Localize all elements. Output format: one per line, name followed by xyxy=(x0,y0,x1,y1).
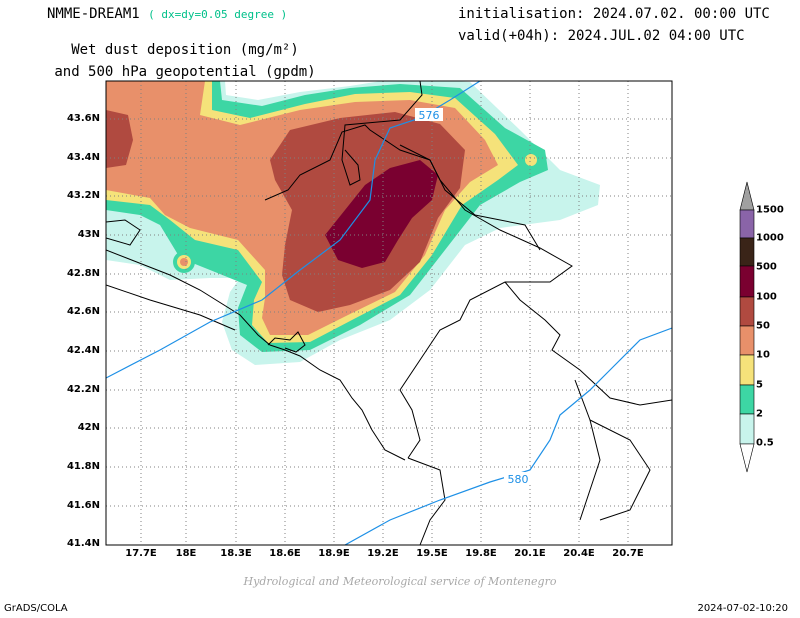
legend-cap-top xyxy=(739,181,755,211)
lat-label: 42.6N xyxy=(66,306,100,317)
lat-label: 43.4N xyxy=(66,152,100,163)
legend-colorbar xyxy=(739,181,755,473)
border-north xyxy=(341,81,423,186)
legend-label: 1500 xyxy=(756,204,784,216)
legend-label: 5 xyxy=(756,379,763,391)
variable-title: Wet dust deposition (mg/m²) xyxy=(71,42,299,58)
init-time: initialisation: 2024.07.02. 00:00 UTC xyxy=(458,6,770,22)
legend-label: 10 xyxy=(756,349,770,361)
deposition-band-50-west xyxy=(106,110,133,168)
legend-swatch-10 xyxy=(739,325,755,356)
contour-labels: 576 580 xyxy=(415,108,532,486)
coast-adriatic xyxy=(106,249,406,461)
legend-label: 500 xyxy=(756,261,777,273)
contour-label-576: 576 xyxy=(419,109,440,122)
lat-label: 41.4N xyxy=(66,538,100,549)
lon-label: 20.1E xyxy=(514,548,546,559)
lon-label: 18E xyxy=(175,548,197,559)
legend-swatch-500 xyxy=(739,237,755,267)
lat-label: 42.2N xyxy=(66,384,100,395)
deposition-band-100 xyxy=(325,160,438,268)
lon-label: 18.3E xyxy=(220,548,252,559)
lon-label: 19.2E xyxy=(367,548,399,559)
credit-text: Hydrological and Meteorological service … xyxy=(243,575,557,588)
borders xyxy=(106,81,672,545)
footer-timestamp: 2024-07-02-10:20 xyxy=(697,603,788,614)
model-name: NMME-DREAM1 xyxy=(47,6,140,22)
resolution-note: ( dx=dy=0.05 degree ) xyxy=(148,8,288,21)
legend-swatch-50 xyxy=(739,296,755,327)
contour-580 xyxy=(344,327,672,545)
lat-label: 42.4N xyxy=(66,345,100,356)
coast-kotor xyxy=(267,331,306,353)
valid-time: valid(+04h): 2024.JUL.02 04:00 UTC xyxy=(458,28,745,44)
legend-swatch-0-5 xyxy=(739,413,755,445)
lat-label: 43N xyxy=(77,229,100,240)
contour-label-580: 580 xyxy=(508,473,529,486)
legend-label: 2 xyxy=(756,408,763,420)
lon-label: 20.4E xyxy=(563,548,595,559)
border-macedonia xyxy=(589,419,651,521)
footer-software: GrADS/COLA xyxy=(4,603,68,614)
lat-label: 41.6N xyxy=(66,500,100,511)
legend-label: 1000 xyxy=(756,232,784,244)
model-title: NMME-DREAM1 ( dx=dy=0.05 degree ) xyxy=(47,6,287,22)
legend-swatch-100 xyxy=(739,265,755,298)
legend-cap-bottom xyxy=(739,443,755,473)
lat-label: 43.6N xyxy=(66,113,100,124)
border-albania-kosovo xyxy=(504,281,672,406)
legend-label: 0.5 xyxy=(756,437,774,449)
plot-frame xyxy=(105,80,673,546)
lat-label: 41.8N xyxy=(66,461,100,472)
border-kosovo-serbia xyxy=(574,379,601,521)
legend-label: 100 xyxy=(756,291,777,303)
legend-label: 50 xyxy=(756,320,770,332)
lon-label: 18.6E xyxy=(269,548,301,559)
lon-label: 19.8E xyxy=(465,548,497,559)
border-albania-south xyxy=(407,457,446,545)
lon-label: 17.7E xyxy=(125,548,157,559)
lon-label: 18.9E xyxy=(318,548,350,559)
legend-swatch-5 xyxy=(739,354,755,386)
border-bosnia-montenegro xyxy=(264,124,573,459)
lat-label: 42N xyxy=(77,422,100,433)
border-serbia xyxy=(399,144,541,251)
lat-label: 42.8N xyxy=(66,268,100,279)
coast-islands xyxy=(106,284,236,331)
legend-swatch-1000 xyxy=(739,209,755,239)
lon-label: 20.7E xyxy=(612,548,644,559)
legend-swatch-2 xyxy=(739,384,755,415)
lat-label: 43.2N xyxy=(66,190,100,201)
variable-subtitle: and 500 hPa geopotential (gpdm) xyxy=(54,64,316,80)
lon-label: 19.5E xyxy=(416,548,448,559)
coast-croatia xyxy=(106,219,141,246)
